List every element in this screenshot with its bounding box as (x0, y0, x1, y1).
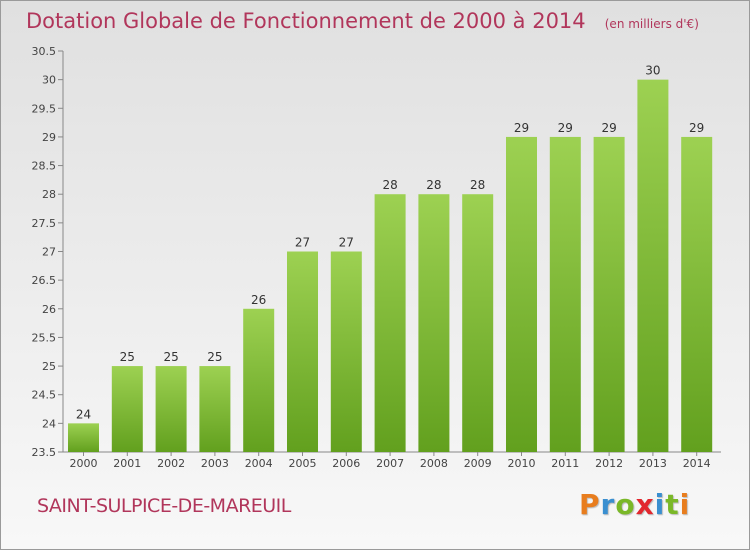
brand-letter: o (615, 488, 636, 521)
data-label-2013: 30 (645, 64, 660, 78)
bar-2003 (199, 366, 231, 452)
x-tick-label-2011: 2011 (551, 457, 579, 470)
data-label-2000: 24 (76, 407, 91, 421)
y-tick-label: 26.5 (32, 274, 57, 287)
bar-2013 (637, 79, 669, 453)
data-label-2007: 28 (382, 178, 397, 192)
y-tick-label: 30.5 (32, 45, 57, 58)
bar-2002 (155, 366, 187, 452)
data-label-2011: 29 (558, 121, 573, 135)
bar-2014 (681, 136, 713, 452)
x-tick-label-2008: 2008 (420, 457, 448, 470)
brand-letter: i (679, 488, 691, 521)
x-tick-label-2013: 2013 (639, 457, 667, 470)
y-tick-label: 28 (42, 188, 56, 201)
y-tick-label: 25.5 (32, 331, 57, 344)
bar-2012 (593, 136, 625, 452)
chart-axes: 23.5 24 24.5 25 25.5 26 26.5 27 27.5 28 28.5 29 29.5… (32, 45, 721, 459)
data-label-2010: 29 (514, 121, 529, 135)
data-label-2014: 29 (689, 121, 704, 135)
bar-2007 (374, 194, 406, 452)
x-tick-label-2001: 2001 (113, 457, 141, 470)
bar-2000 (68, 423, 99, 452)
y-tick-label: 26 (42, 303, 56, 316)
brand-letter: r (600, 488, 616, 521)
data-label-2009: 28 (470, 178, 485, 192)
x-tick-label-2002: 2002 (157, 457, 185, 470)
chart-subtitle: (en milliers d'€) (604, 17, 699, 31)
y-tick-label: 29.5 (32, 102, 57, 115)
bar-2004 (243, 308, 275, 452)
y-tick-label: 27 (42, 246, 56, 259)
data-label-2005: 27 (295, 236, 310, 250)
data-label-2002: 25 (163, 350, 178, 364)
x-tick-label-2003: 2003 (201, 457, 229, 470)
brand-letter: x (635, 488, 655, 521)
x-tick-label-2007: 2007 (376, 457, 404, 470)
bar-2005 (287, 251, 318, 452)
bar-2008 (418, 194, 450, 452)
x-tick-label-2014: 2014 (683, 457, 711, 470)
bar-2009 (462, 194, 494, 452)
y-tick-label: 24 (42, 417, 56, 430)
x-tick-label-2005: 2005 (289, 457, 317, 470)
bar-2001 (111, 366, 143, 452)
chart-title-row: Dotation Globale de Fonctionnement de 20… (26, 9, 699, 33)
x-tick-label-2004: 2004 (245, 457, 273, 470)
data-label-2008: 28 (426, 178, 441, 192)
y-tick-label: 30 (42, 74, 56, 87)
y-tick-label: 25 (42, 360, 56, 373)
data-label-2006: 27 (339, 236, 354, 250)
y-tick-label: 24.5 (32, 389, 57, 402)
data-label-2004: 26 (251, 293, 266, 307)
y-tick-label: 23.5 (32, 446, 57, 459)
brand-letter: t (665, 488, 680, 521)
brand-letter: P (579, 488, 601, 521)
y-tick-label: 29 (42, 131, 56, 144)
x-tick-label-2009: 2009 (464, 457, 492, 470)
chart-bars (68, 79, 713, 453)
bar-2010 (506, 136, 537, 452)
x-tick-label-2012: 2012 (595, 457, 623, 470)
commune-name: SAINT-SULPICE-DE-MAREUIL (37, 495, 291, 517)
data-label-2012: 29 (601, 121, 616, 135)
x-tick-label-2000: 2000 (70, 457, 98, 470)
brand-letter: i (654, 488, 666, 521)
x-tick-label-2006: 2006 (332, 457, 360, 470)
bar-2006 (330, 251, 362, 452)
data-label-2003: 25 (207, 350, 222, 364)
chart-labels: 24 2000 25 2001 25 2002 25 2003 26 2004 27 2005 27 20… (70, 64, 711, 470)
y-tick-label: 28.5 (32, 160, 57, 173)
y-tick-label: 27.5 (32, 217, 57, 230)
data-label-2001: 25 (120, 350, 135, 364)
chart-title: Dotation Globale de Fonctionnement de 20… (26, 9, 586, 33)
proxiti-logo: Proxiti (579, 488, 690, 521)
x-tick-label-2010: 2010 (508, 457, 536, 470)
bar-2011 (549, 136, 581, 452)
